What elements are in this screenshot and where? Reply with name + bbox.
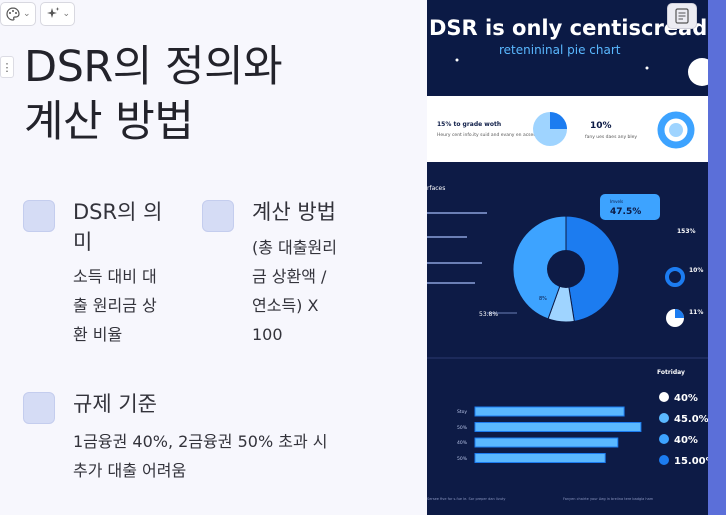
bar-row-label: Stoy <box>457 409 467 415</box>
card-icon-box <box>202 200 234 232</box>
page-title: DSR의 정의와 계산 방법 <box>24 40 404 150</box>
infographic-title: DSR is only centiscreade, <box>429 16 708 40</box>
card-heading: DSR의 의 미 <box>73 197 193 257</box>
left-legend-lines <box>427 212 487 284</box>
bar <box>474 453 606 463</box>
bar <box>474 406 625 417</box>
bar-row-labels: Stoy 50% 40% 50% <box>457 409 468 462</box>
section-label: rfaces <box>427 185 445 192</box>
card-heading-line: 미 <box>73 230 93 254</box>
stat2-donut-center <box>669 123 683 137</box>
legend-swatch <box>659 413 669 423</box>
bar-row-label: 50% <box>457 456 468 462</box>
card-body-line: 환 비율 <box>73 325 123 344</box>
star-icon <box>455 58 459 62</box>
right-stat-2-donut <box>665 267 685 287</box>
infographic-svg: DSR is only centiscreade, retenininal pi… <box>427 0 708 501</box>
infographic-subtitle: retenininal pie chart <box>499 43 621 57</box>
card-body-line: 추가 대출 어려움 <box>73 461 187 480</box>
bar <box>474 422 642 432</box>
card-heading-line: 규제 기준 <box>73 392 157 416</box>
theme-button[interactable]: ⌄ <box>0 2 36 26</box>
card-icon-box <box>23 200 55 232</box>
slide-toolbar: ⌄ ⌄ <box>0 2 76 26</box>
infographic-image: DSR is only centiscreade, retenininal pi… <box>427 0 708 515</box>
card-icon-box <box>23 392 55 424</box>
card-heading: 계산 방법 <box>252 197 392 227</box>
card-body: (총 대출원리 금 상환액 / 연소득) X 100 <box>252 233 382 349</box>
card-body-line: 1금융권 40%, 2금융권 50% 초과 시 <box>73 432 328 451</box>
footer-right: Fanyen chairte your Aeg in breiina tere … <box>563 497 654 501</box>
bar-row-label: 50% <box>457 425 468 431</box>
right-stat-1: 153% <box>677 228 696 235</box>
right-stat-3: 11% <box>689 309 703 316</box>
stat2-value: 10% <box>590 121 612 131</box>
legend-swatch <box>659 434 669 444</box>
stat1-text: Heury cent info.ity suid and evany en ac… <box>437 132 545 138</box>
card-body-line: 100 <box>252 325 283 344</box>
donut-slice <box>512 215 567 320</box>
slice-label-b: 8% <box>539 296 547 302</box>
chevron-down-icon: ⌄ <box>23 9 31 19</box>
callout-value: 47.5% <box>610 207 641 217</box>
bar-section-title: Fotriday <box>657 369 685 376</box>
card-body-line: 연소득) X <box>252 296 319 315</box>
stat2-donut <box>657 111 695 149</box>
sparkle-icon <box>46 7 60 18</box>
ai-sparkle-button[interactable]: ⌄ <box>39 2 76 26</box>
callout-box <box>600 194 660 220</box>
callout-small: Imvels <box>610 199 623 204</box>
card-body-line: 소득 대비 대 <box>73 267 157 286</box>
legend-value: 40% <box>674 435 698 446</box>
legend-value: 15.00% <box>674 456 708 467</box>
palette-icon <box>6 7 20 21</box>
bar-chart <box>474 406 642 463</box>
right-stat-3-slice <box>675 309 684 318</box>
legend-swatch <box>659 392 669 402</box>
legend-swatch <box>659 455 669 465</box>
title-line-2: 계산 방법 <box>24 97 194 147</box>
card-body: 1금융권 40%, 2금융권 50% 초과 시 추가 대출 어려움 <box>73 427 413 485</box>
chevron-down-icon: ⌄ <box>62 9 71 19</box>
footer-left: Sersee five for s.fue le. Sor preper dan… <box>427 497 505 501</box>
bar <box>474 437 619 448</box>
notes-button[interactable] <box>667 3 697 29</box>
stats-band <box>427 96 708 162</box>
legend-value: 45.0% <box>674 414 708 425</box>
block-menu-handle[interactable]: ⋮ <box>0 56 14 78</box>
slice-label-a: 53.8% <box>479 311 498 318</box>
card-body: 소득 대비 대 출 원리금 상 환 비율 <box>73 262 193 349</box>
card-heading-line: DSR의 의 <box>73 200 163 224</box>
scrollbar[interactable] <box>708 0 726 515</box>
title-line-1: DSR의 정의와 <box>24 42 283 92</box>
card-body-line: 출 원리금 상 <box>73 296 157 315</box>
stat1-title: 15% to grade woth <box>437 121 501 128</box>
stat2-text: fany ues daes any bley <box>585 134 637 140</box>
card-body-line: (총 대출원리 <box>252 238 337 257</box>
card-heading-line: 계산 방법 <box>252 200 336 224</box>
moon-icon <box>688 58 708 86</box>
legend: 40% 45.0% 40% 15.00% <box>659 392 708 467</box>
card-heading: 규제 기준 <box>73 389 273 419</box>
star-icon <box>645 66 649 70</box>
document-icon <box>675 8 689 24</box>
right-stat-2: 10% <box>689 267 703 274</box>
donut-chart <box>512 215 620 323</box>
donut-slice <box>565 215 620 322</box>
card-body-line: 금 상환액 / <box>252 267 327 286</box>
legend-value: 40% <box>674 393 698 404</box>
bar-row-label: 40% <box>457 440 468 446</box>
donut-hole <box>547 250 585 288</box>
stat1-slice <box>550 112 567 129</box>
